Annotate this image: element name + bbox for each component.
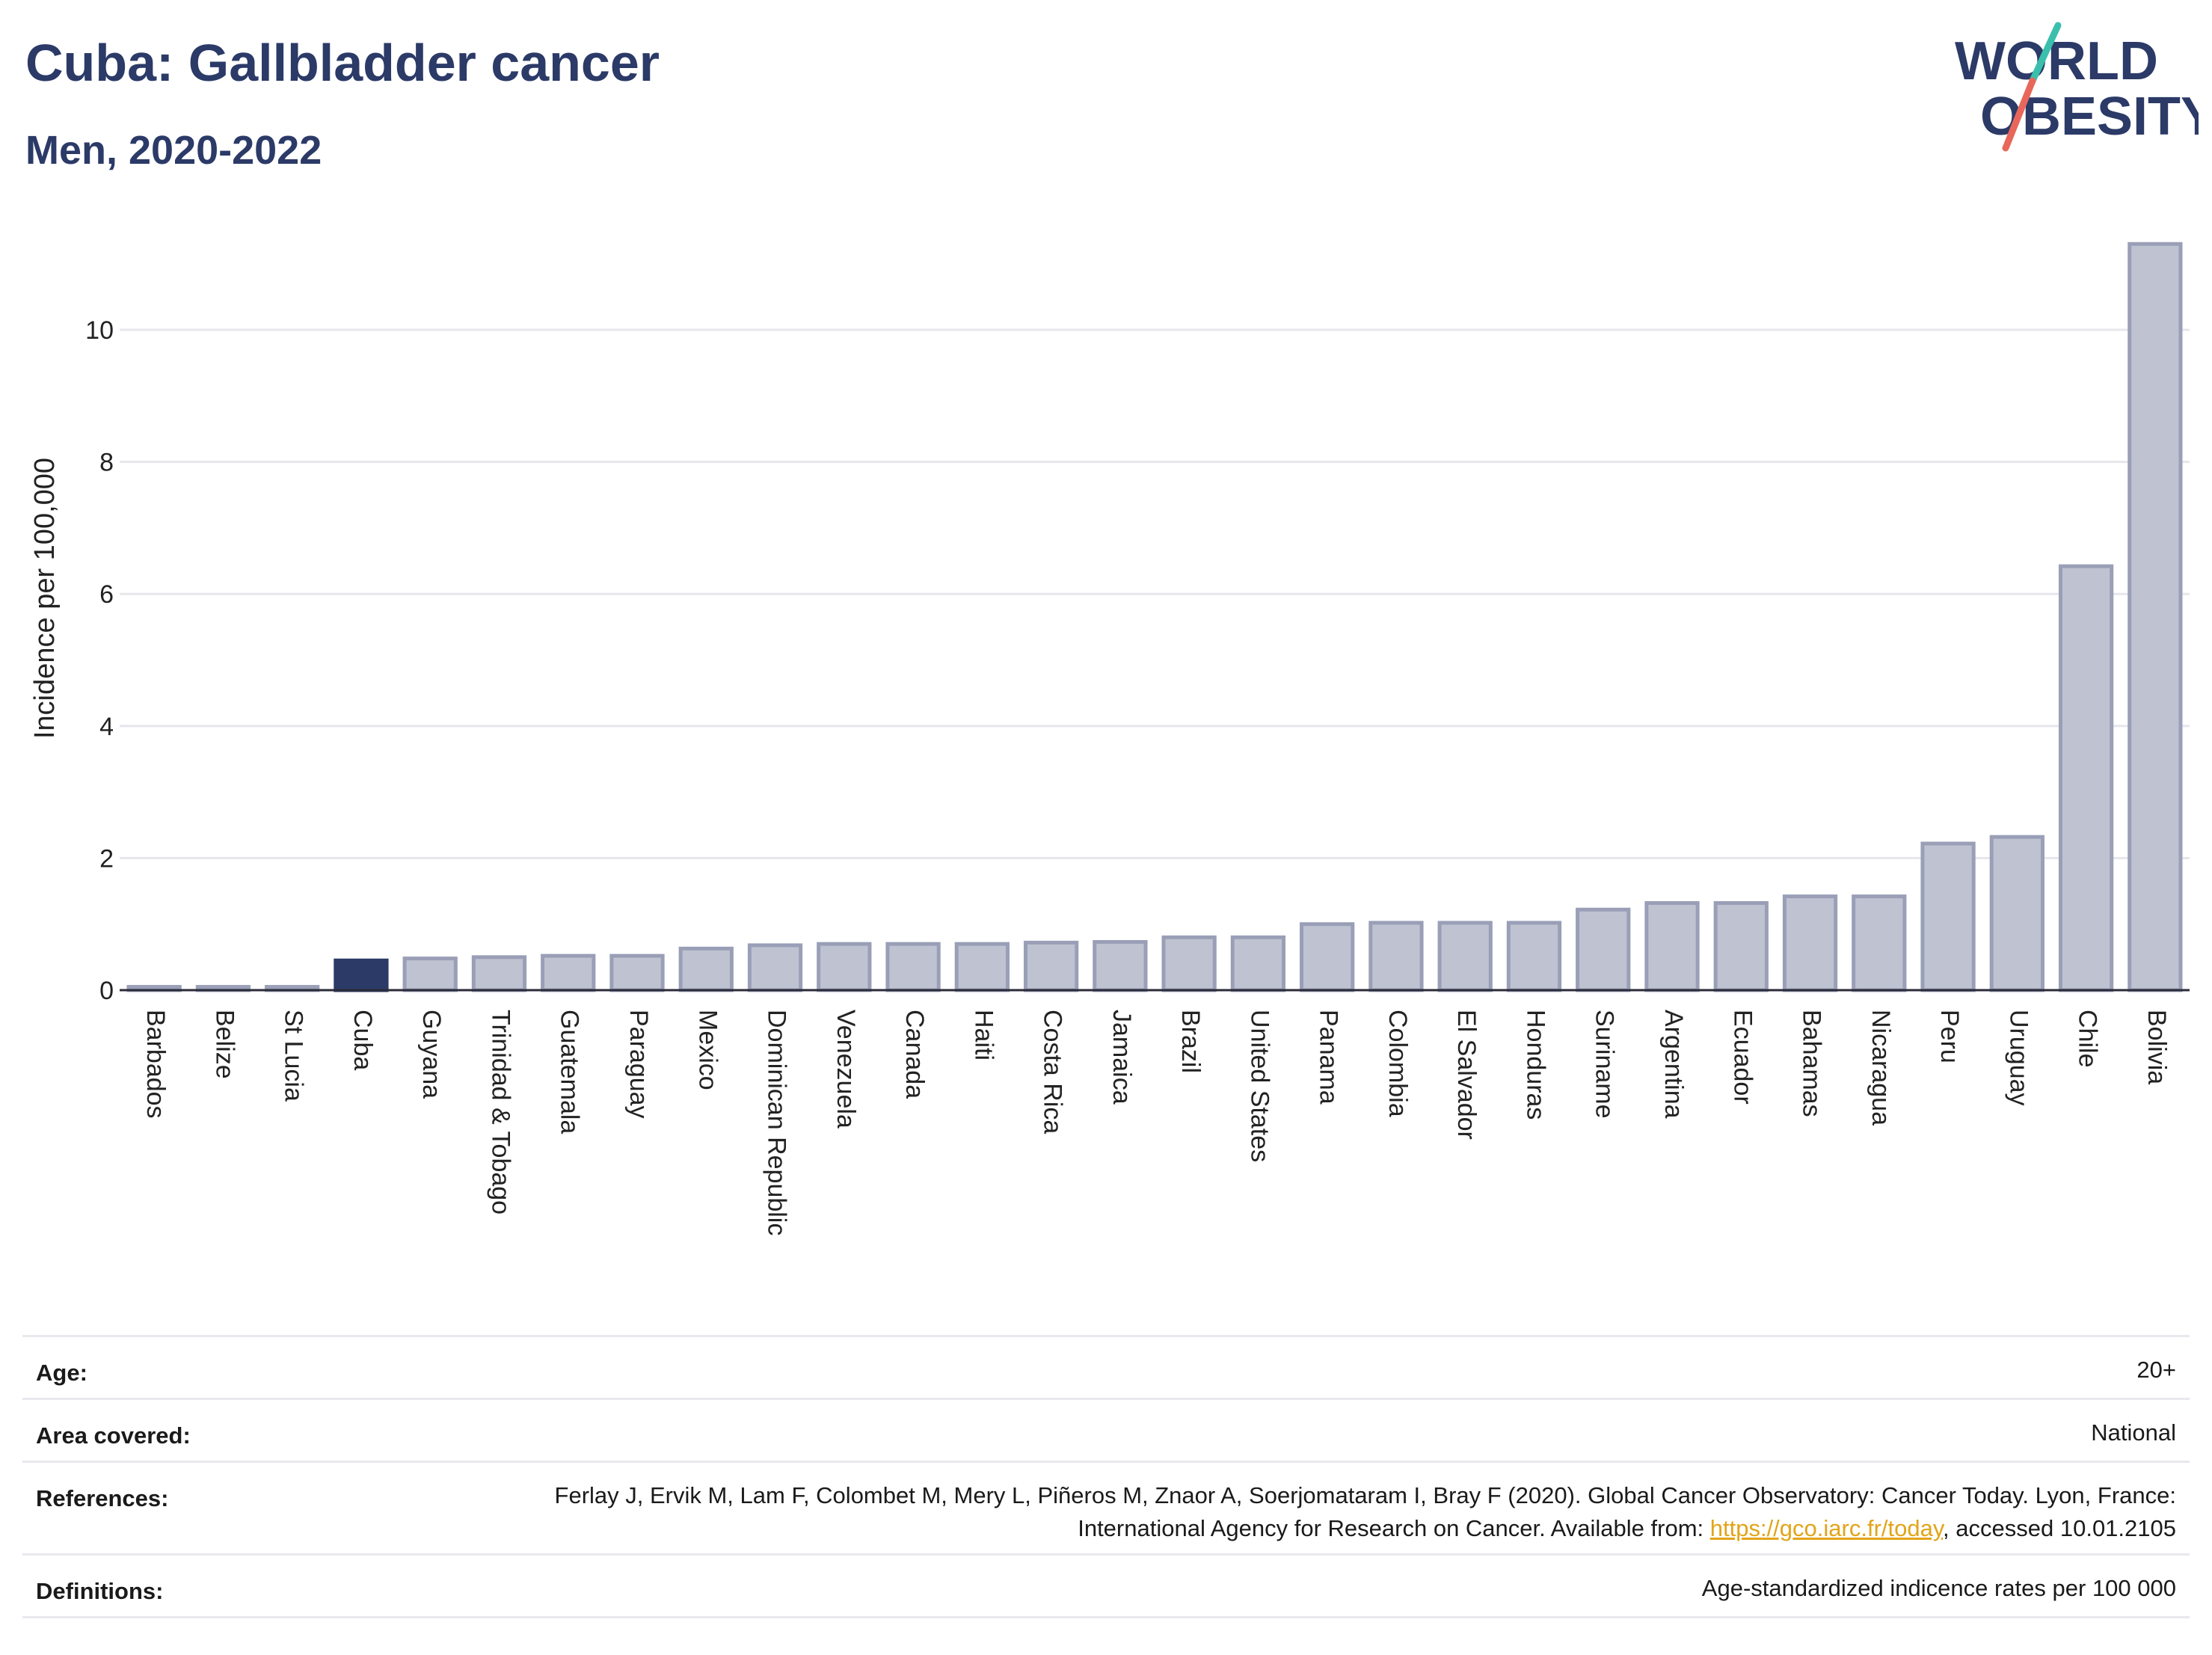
x-tick-label: Mexico [693,1010,722,1090]
x-tick-label: Chile [2074,1010,2102,1067]
x-tick-label: Argentina [1659,1010,1688,1119]
y-tick-label: 6 [99,580,114,609]
bar-venezuela [817,942,872,992]
references-suffix: , accessed 10.01.2105 [1943,1515,2176,1541]
x-tick-label: Paraguay [624,1010,653,1119]
x-tick-label: Venezuela [832,1010,860,1129]
logo-slash-coral [2002,77,2036,152]
x-tick-label: Cuba [348,1010,377,1070]
x-tick-label: Colombia [1383,1010,1412,1117]
references-label: References: [36,1485,169,1511]
age-value: 20+ [2136,1357,2176,1383]
x-tick-label: Barbados [141,1010,170,1119]
age-label: Age: [36,1360,87,1386]
x-tick-label: Ecuador [1728,1010,1757,1105]
x-tick-label: Guyana [417,1010,446,1099]
definitions-label: Definitions: [36,1578,164,1604]
bar-colombia [1368,921,1424,992]
x-tick-label: Bahamas [1798,1010,1826,1117]
x-tick-label: Costa Rica [1039,1010,1067,1134]
grid-lines [120,328,2190,859]
info-row-references: References: Ferlay J, Ervik M, Lam F, Co… [22,1463,2190,1556]
y-tick-label: 8 [99,449,114,477]
bar-canada [885,942,941,992]
x-tick-label: Nicaragua [1867,1010,1895,1126]
bar-costa-rica [1023,940,1079,992]
definitions-value: Age-standardized indicence rates per 100… [1701,1575,2176,1601]
x-tick-label: Trinidad & Tobago [486,1010,514,1215]
logo-line-1: WORLD [1955,31,2158,91]
info-table: Age: 20+ Area covered: National Referenc… [22,1335,2190,1618]
x-tick-label: St Lucia [280,1010,308,1102]
y-tick-label: 0 [99,977,114,1005]
x-tick-label: Uruguay [2004,1010,2033,1106]
bar-nicaragua [1852,894,1907,992]
bar-brazil [1161,935,1217,992]
world-obesity-logo: WORLD OBESITY [1955,22,2199,152]
x-tick-label: Guatemala [556,1010,584,1134]
bar-panama [1300,922,1355,992]
bar-honduras [1506,921,1562,992]
bar-jamaica [1093,940,1148,992]
bars [120,242,2190,992]
bar-chile [2058,564,2114,992]
x-tick-label: Haiti [969,1010,998,1060]
bar-bahamas [1782,894,1838,992]
bar-el-salvador [1437,921,1493,992]
x-tick-label: Dominican Republic [763,1010,791,1235]
x-tick-label: Jamaica [1107,1010,1136,1105]
bar-cuba [334,958,389,992]
y-tick-label: 2 [99,844,114,873]
bar-guatemala [541,954,596,992]
x-tick-label: Bolivia [2142,1010,2171,1084]
chart-title: Cuba: Gallbladder cancer [25,34,660,92]
bar-dominican-republic [747,943,803,992]
y-axis-title: Incidence per 100,000 [29,458,61,739]
bar-uruguay [1989,835,2044,992]
y-tick-label: 10 [85,316,114,345]
x-tick-label: Canada [900,1010,929,1099]
y-tick-label: 4 [99,713,114,741]
area-label: Area covered: [36,1422,191,1449]
x-tick-label: United States [1245,1010,1274,1162]
bar-united-states [1230,935,1286,992]
bar-ecuador [1713,900,1769,992]
references-text: Ferlay J, Ervik M, Lam F, Colombet M, Me… [554,1482,2176,1541]
bar-haiti [954,942,1010,992]
references-link[interactable]: https://gco.iarc.fr/today [1709,1515,1944,1541]
references-value: Ferlay J, Ervik M, Lam F, Colombet M, Me… [531,1463,2176,1545]
info-row-definitions: Definitions: Age-standardized indicence … [22,1556,2190,1618]
x-tick-label: Peru [1935,1010,1964,1063]
chart-subtitle: Men, 2020-2022 [25,128,322,173]
area-value: National [2091,1419,2176,1446]
bar-paraguay [609,954,665,992]
bar-bolivia [2127,242,2183,992]
bar-guyana [402,957,458,992]
bar-chart: 0 2 4 6 8 10 Barbados Belize St Lucia Cuba Guyana… [29,242,2190,1235]
bar-argentina [1644,900,1700,992]
logo-slash-teal [2029,22,2062,85]
x-tick-label: Panama [1315,1010,1343,1105]
bar-suriname [1576,907,1631,992]
x-tick-label: El Salvador [1452,1010,1481,1140]
x-tick-label: Suriname [1591,1010,1619,1119]
bar-peru [1920,841,1976,992]
bar-trinidad-tobago [471,955,527,992]
bar-mexico [678,946,734,992]
info-row-area: Area covered: National [22,1400,2190,1463]
y-axis-ticks: 0 2 4 6 8 10 [85,316,114,1005]
x-tick-label: Honduras [1521,1010,1549,1120]
x-axis-labels: Barbados Belize St Lucia Cuba Guyana Trinidad… [141,1010,2171,1235]
info-row-age: Age: 20+ [22,1337,2190,1400]
x-tick-label: Belize [210,1010,239,1079]
x-tick-label: Brazil [1176,1010,1205,1073]
